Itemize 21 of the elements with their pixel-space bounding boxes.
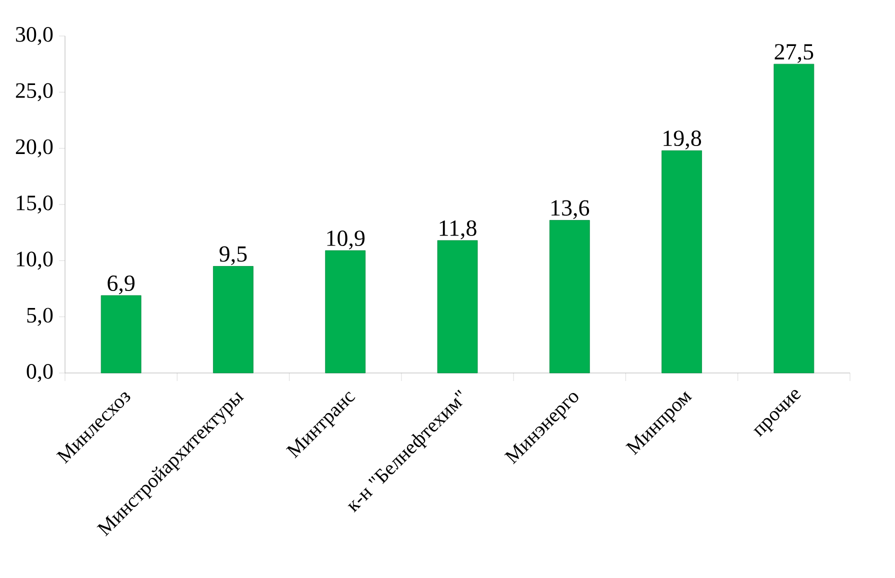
bar [100, 295, 142, 374]
data-label: 6,9 [108, 276, 135, 294]
y-tick-label: 0,0 [26, 364, 53, 382]
bar [437, 240, 478, 374]
bar [662, 150, 702, 374]
data-label: 9,5 [220, 246, 247, 266]
y-tick-label: 25,0 [16, 83, 53, 102]
y-tick-label: 30,0 [16, 26, 53, 46]
y-tick-label: 5,0 [27, 308, 53, 326]
y-tick-label: 15,0 [16, 195, 53, 214]
y-tick-label: 20,0 [16, 139, 53, 158]
bar [549, 220, 590, 374]
y-tick-label: 10,0 [16, 252, 53, 270]
data-label: 10,9 [327, 230, 365, 250]
data-label: 27,5 [774, 44, 814, 63]
bar [325, 250, 366, 374]
data-label: 19,8 [664, 130, 702, 150]
data-label: 13,6 [552, 200, 590, 220]
data-label: 11,8 [440, 220, 476, 240]
bar [213, 266, 254, 374]
bar [774, 64, 814, 374]
